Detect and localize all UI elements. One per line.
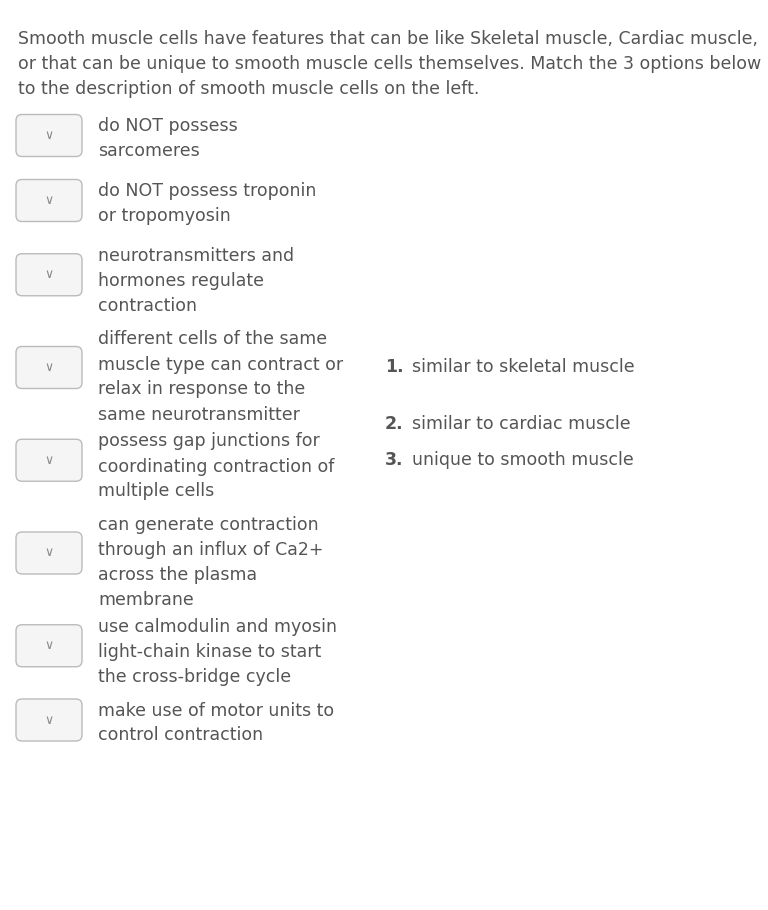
FancyBboxPatch shape xyxy=(16,254,82,296)
Text: 2.: 2. xyxy=(385,415,404,433)
FancyBboxPatch shape xyxy=(16,532,82,574)
Text: ∨: ∨ xyxy=(45,713,54,726)
Text: do NOT possess
sarcomeres: do NOT possess sarcomeres xyxy=(98,117,238,160)
Text: make use of motor units to
control contraction: make use of motor units to control contr… xyxy=(98,702,334,744)
Text: Smooth muscle cells have features that can be like Skeletal muscle, Cardiac musc: Smooth muscle cells have features that c… xyxy=(18,30,761,98)
Text: ∨: ∨ xyxy=(45,454,54,467)
Text: ∨: ∨ xyxy=(45,129,54,142)
Text: different cells of the same
muscle type can contract or
relax in response to the: different cells of the same muscle type … xyxy=(98,330,343,423)
Text: ∨: ∨ xyxy=(45,268,54,281)
Text: ∨: ∨ xyxy=(45,194,54,207)
Text: ∨: ∨ xyxy=(45,361,54,374)
Text: can generate contraction
through an influx of Ca2+
across the plasma
membrane: can generate contraction through an infl… xyxy=(98,516,323,609)
FancyBboxPatch shape xyxy=(16,699,82,741)
FancyBboxPatch shape xyxy=(16,440,82,481)
Text: neurotransmitters and
hormones regulate
contraction: neurotransmitters and hormones regulate … xyxy=(98,247,294,315)
Text: possess gap junctions for
coordinating contraction of
multiple cells: possess gap junctions for coordinating c… xyxy=(98,432,334,501)
FancyBboxPatch shape xyxy=(16,115,82,157)
Text: use calmodulin and myosin
light-chain kinase to start
the cross-bridge cycle: use calmodulin and myosin light-chain ki… xyxy=(98,618,337,686)
Text: ∨: ∨ xyxy=(45,547,54,560)
Text: similar to cardiac muscle: similar to cardiac muscle xyxy=(412,415,631,433)
Text: 3.: 3. xyxy=(385,451,403,470)
Text: similar to skeletal muscle: similar to skeletal muscle xyxy=(412,359,634,377)
Text: ∨: ∨ xyxy=(45,639,54,652)
FancyBboxPatch shape xyxy=(16,347,82,389)
FancyBboxPatch shape xyxy=(16,625,82,667)
FancyBboxPatch shape xyxy=(16,179,82,221)
Text: unique to smooth muscle: unique to smooth muscle xyxy=(412,451,634,470)
Text: do NOT possess troponin
or tropomyosin: do NOT possess troponin or tropomyosin xyxy=(98,182,316,225)
Text: 1.: 1. xyxy=(385,359,404,377)
